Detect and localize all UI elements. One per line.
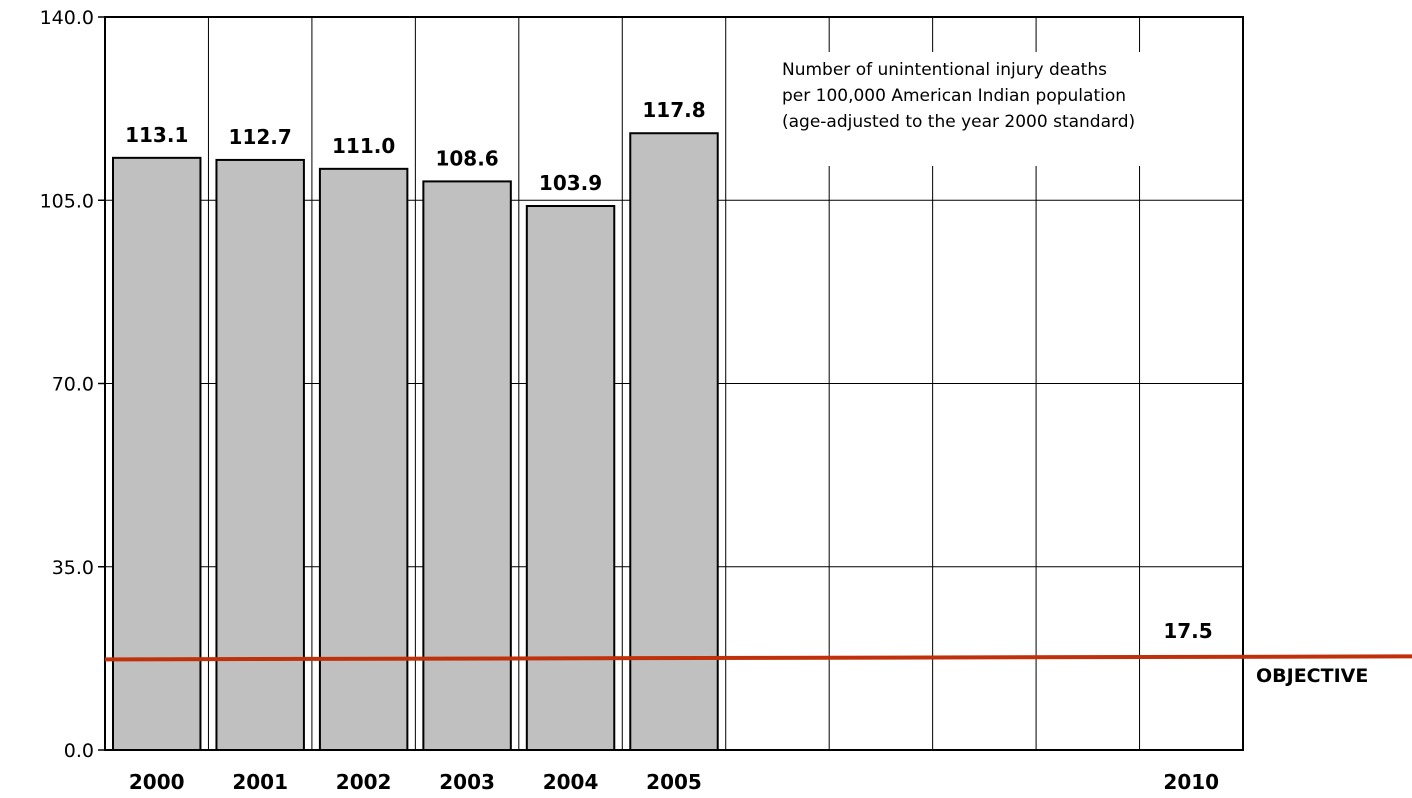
x-tick-label: 2004 [543, 770, 599, 794]
bar [318, 167, 409, 752]
objective-line [104, 654, 1412, 662]
data-label: 112.7 [229, 125, 292, 149]
data-label: 117.8 [642, 98, 705, 122]
y-tick-label: 140.0 [40, 7, 94, 29]
annotation-line-2: per 100,000 American Indian population [782, 86, 1126, 106]
y-tick-label: 70.0 [52, 374, 94, 396]
bar [215, 158, 305, 751]
bar [112, 156, 202, 752]
x-tick-label: 2010 [1163, 770, 1219, 794]
annotation-background [728, 52, 1240, 166]
bar [525, 205, 616, 752]
y-tick-label: 105.0 [40, 190, 94, 212]
labels-layer: 0.0 35.0 70.0 105.0 140.0 113.1 2000 112.7 2001 1… [40, 7, 1220, 794]
annotation-line-1: Number of unintentional injury deaths [782, 60, 1107, 80]
plot-frame [104, 16, 1244, 751]
y-tick-label: 0.0 [64, 740, 94, 762]
x-tick-label: 2005 [646, 770, 702, 794]
objective-label: OBJECTIVE [1256, 665, 1368, 687]
annotation-line-3: (age-adjusted to the year 2000 standard) [782, 112, 1135, 132]
y-tick-label: 35.0 [52, 557, 94, 579]
bar [422, 180, 512, 751]
frame-layer [98, 16, 1244, 751]
x-tick-label: 2002 [336, 770, 392, 794]
data-label: 108.6 [435, 146, 498, 170]
objective-value-label: 17.5 [1163, 619, 1212, 643]
bars-layer [112, 132, 719, 752]
data-label: 111.0 [332, 134, 395, 158]
x-tick-label: 2001 [232, 770, 288, 794]
x-tick-label: 2003 [439, 770, 495, 794]
data-label: 103.9 [539, 171, 602, 195]
x-tick-label: 2000 [129, 770, 185, 794]
data-label: 113.1 [125, 123, 188, 147]
